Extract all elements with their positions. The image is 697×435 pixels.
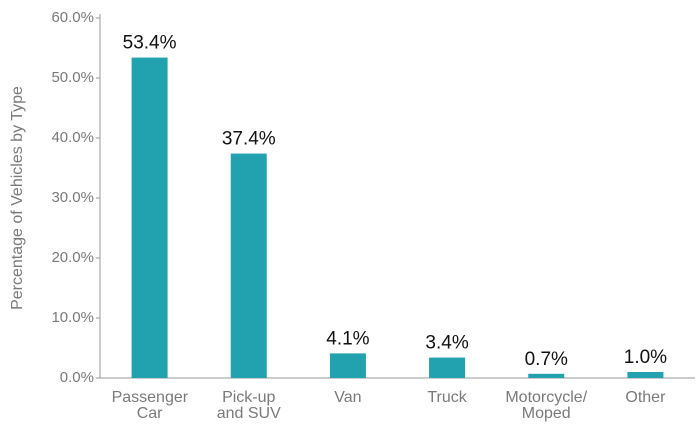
y-tick-label: 50.0% (51, 69, 94, 86)
y-tick-label: 30.0% (51, 189, 94, 206)
x-tick-label: Pick-up and SUV (216, 389, 281, 422)
bar (131, 57, 168, 378)
y-tick-label: 10.0% (51, 309, 94, 326)
y-tick-label: 40.0% (51, 129, 94, 146)
bar (429, 357, 466, 378)
x-tick-label: Van (334, 389, 362, 406)
y-tick-label: 0.0% (60, 369, 94, 386)
y-tick-label: 60.0% (51, 9, 94, 26)
value-label: 53.4% (123, 33, 177, 54)
y-axis-label: Percentage of Vehicles by Type (9, 86, 26, 310)
value-label: 1.0% (624, 347, 667, 368)
x-tick-label: Passenger Car (111, 389, 189, 422)
bar (528, 373, 565, 378)
value-label: 0.7% (525, 349, 568, 370)
bar (329, 353, 366, 378)
bar (627, 372, 664, 378)
bar (230, 153, 267, 378)
y-tick-label: 20.0% (51, 249, 94, 266)
x-tick-label: Other (625, 389, 666, 406)
x-tick-label: Motorcycle/ Moped (505, 389, 588, 422)
value-label: 37.4% (222, 129, 276, 150)
x-tick-label: Truck (427, 389, 467, 406)
value-label: 3.4% (425, 333, 468, 354)
value-label: 4.1% (326, 328, 369, 349)
